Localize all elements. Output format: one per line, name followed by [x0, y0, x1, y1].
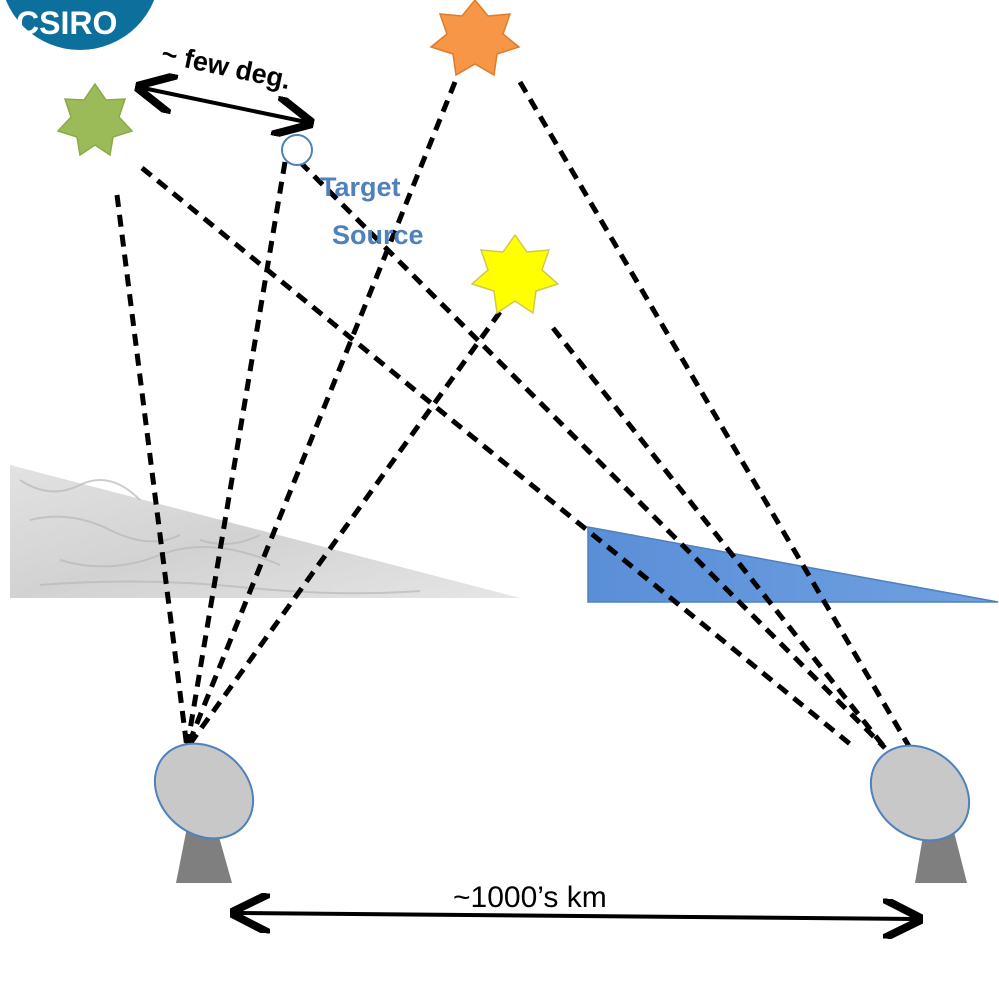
yellow-star-icon	[470, 233, 560, 315]
csiro-logo-text: CSIRO	[16, 5, 117, 41]
green-star-icon	[56, 82, 134, 157]
los-right-target	[298, 160, 887, 750]
target-source-icon	[281, 134, 313, 166]
los-left-green	[114, 194, 190, 749]
troposphere-wedge	[10, 465, 520, 598]
baseline-label: ~1000’s km	[453, 881, 607, 914]
antenna-dish-icon	[153, 742, 255, 883]
target-label-line1: Target	[320, 172, 401, 202]
baseline-arrow	[238, 913, 915, 919]
los-right-green	[140, 166, 857, 750]
los-left-yellow	[184, 310, 503, 750]
orange-star-icon	[429, 0, 521, 77]
separation-label: ~ few deg.	[159, 39, 294, 96]
los-right-yellow	[551, 326, 887, 750]
los-left-target	[184, 161, 288, 749]
antenna-dish-icon	[869, 744, 971, 883]
separation-arrow	[143, 88, 306, 122]
target-label-line2: Source	[332, 220, 424, 250]
los-right-orange	[517, 80, 913, 750]
right-antenna-dish	[869, 744, 971, 842]
left-antenna-dish	[153, 742, 255, 840]
ionosphere-wedge	[587, 526, 999, 603]
csiro-logo: CSIRO	[5, 0, 155, 50]
